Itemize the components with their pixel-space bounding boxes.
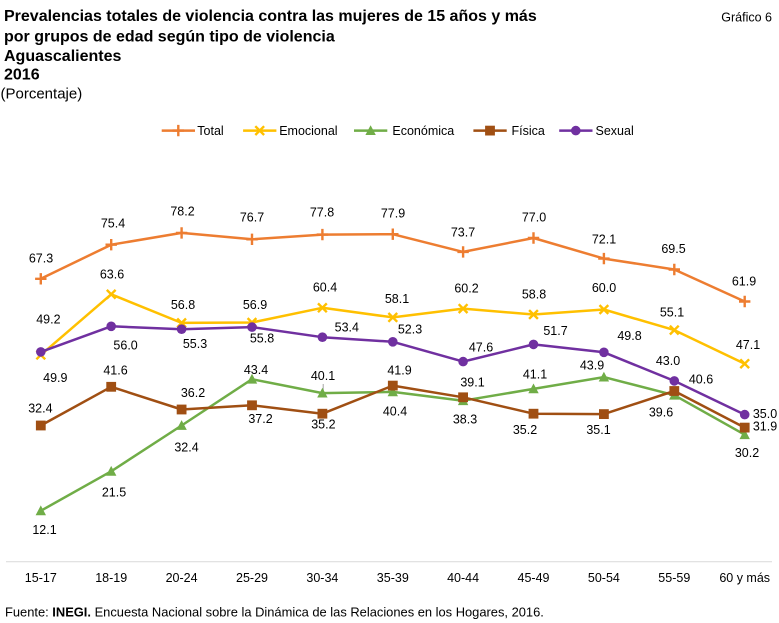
svg-text:Sexual: Sexual (596, 124, 634, 138)
svg-text:49.9: 49.9 (43, 371, 67, 385)
svg-text:55.3: 55.3 (183, 337, 207, 351)
svg-text:Aguascalientes: Aguascalientes (4, 48, 121, 65)
svg-text:40-44: 40-44 (447, 571, 479, 585)
svg-text:56.0: 56.0 (113, 338, 137, 352)
svg-text:58.8: 58.8 (522, 287, 546, 301)
svg-text:2016: 2016 (4, 67, 40, 84)
svg-text:30.2: 30.2 (735, 446, 759, 460)
svg-text:77.8: 77.8 (310, 205, 334, 219)
svg-text:56.8: 56.8 (171, 298, 195, 312)
svg-text:por grupos de edad según tipo: por grupos de edad según tipo de violenc… (4, 28, 335, 45)
svg-text:51.7: 51.7 (543, 324, 567, 338)
svg-text:50-54: 50-54 (588, 571, 620, 585)
svg-text:21.5: 21.5 (102, 485, 126, 499)
svg-text:35-39: 35-39 (377, 571, 409, 585)
svg-text:38.3: 38.3 (453, 412, 477, 426)
svg-text:73.7: 73.7 (451, 225, 475, 239)
svg-text:49.2: 49.2 (36, 312, 60, 326)
svg-text:60 y más: 60 y más (719, 571, 770, 585)
svg-text:41.9: 41.9 (387, 363, 411, 377)
svg-text:52.3: 52.3 (398, 322, 422, 336)
svg-text:20-24: 20-24 (166, 571, 198, 585)
svg-text:35.1: 35.1 (586, 423, 610, 437)
svg-text:55.1: 55.1 (660, 305, 684, 319)
svg-text:39.6: 39.6 (649, 405, 673, 419)
svg-text:47.1: 47.1 (736, 338, 760, 352)
svg-text:Gráfico 6: Gráfico 6 (721, 10, 772, 24)
svg-text:35.2: 35.2 (311, 417, 335, 431)
svg-text:35.0: 35.0 (753, 407, 777, 421)
svg-text:Total: Total (197, 124, 223, 138)
svg-text:55-59: 55-59 (658, 571, 690, 585)
svg-text:35.2: 35.2 (513, 423, 537, 437)
svg-text:15-17: 15-17 (25, 571, 57, 585)
svg-text:43.0: 43.0 (656, 354, 680, 368)
svg-text:53.4: 53.4 (335, 320, 359, 334)
svg-text:60.0: 60.0 (592, 281, 616, 295)
svg-text:60.4: 60.4 (313, 280, 337, 294)
svg-text:Prevalencias totales de violen: Prevalencias totales de violencia contra… (4, 8, 537, 25)
svg-text:(Porcentaje): (Porcentaje) (1, 86, 83, 103)
svg-text:18-19: 18-19 (95, 571, 127, 585)
svg-text:76.7: 76.7 (240, 210, 264, 224)
svg-text:37.2: 37.2 (248, 412, 272, 426)
svg-text:32.4: 32.4 (174, 440, 198, 454)
svg-text:77.0: 77.0 (522, 210, 546, 224)
svg-text:55.8: 55.8 (250, 331, 274, 345)
svg-text:12.1: 12.1 (32, 523, 56, 537)
svg-text:25-29: 25-29 (236, 571, 268, 585)
svg-text:41.6: 41.6 (103, 363, 127, 377)
svg-text:32.4: 32.4 (28, 401, 52, 415)
svg-text:43.4: 43.4 (244, 363, 268, 377)
svg-text:47.6: 47.6 (469, 340, 493, 354)
svg-text:60.2: 60.2 (454, 281, 478, 295)
svg-text:58.1: 58.1 (385, 292, 409, 306)
svg-text:Económica: Económica (392, 124, 454, 138)
svg-text:Física: Física (512, 124, 545, 138)
svg-text:63.6: 63.6 (100, 267, 124, 281)
svg-text:77.9: 77.9 (381, 206, 405, 220)
svg-text:67.3: 67.3 (29, 251, 53, 265)
svg-text:39.1: 39.1 (460, 375, 484, 389)
svg-text:Emocional: Emocional (279, 124, 337, 138)
svg-text:75.4: 75.4 (101, 216, 125, 230)
svg-text:36.2: 36.2 (181, 386, 205, 400)
svg-text:31.9: 31.9 (753, 419, 777, 433)
svg-text:78.2: 78.2 (170, 204, 194, 218)
svg-text:61.9: 61.9 (732, 274, 756, 288)
svg-text:49.8: 49.8 (617, 329, 641, 343)
svg-text:41.1: 41.1 (523, 367, 547, 381)
svg-text:40.1: 40.1 (311, 369, 335, 383)
svg-text:69.5: 69.5 (661, 242, 685, 256)
svg-text:40.6: 40.6 (689, 372, 713, 386)
svg-text:45-49: 45-49 (518, 571, 550, 585)
svg-text:30-34: 30-34 (306, 571, 338, 585)
svg-text:Fuente: INEGI. Encuesta Nacion: Fuente: INEGI. Encuesta Nacional sobre l… (5, 604, 544, 619)
svg-text:43.9: 43.9 (580, 358, 604, 372)
svg-text:56.9: 56.9 (243, 298, 267, 312)
svg-text:72.1: 72.1 (592, 232, 616, 246)
svg-text:40.4: 40.4 (383, 404, 407, 418)
